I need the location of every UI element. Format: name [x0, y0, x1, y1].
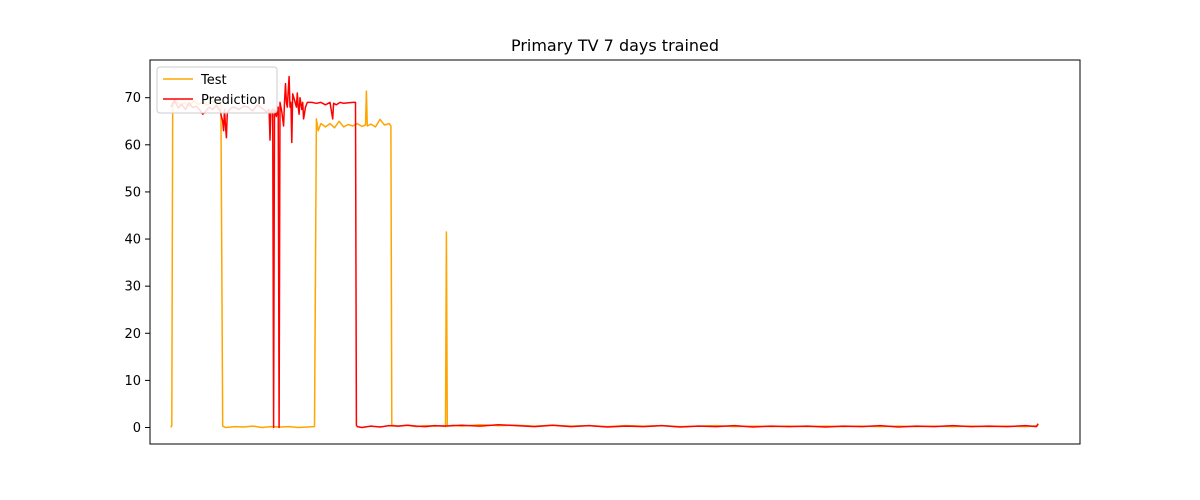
y-tick-label: 20 [124, 327, 141, 342]
plot-area-frame [149, 59, 1081, 445]
y-tick-label: 60 [124, 138, 141, 153]
legend-label-test: Test [200, 73, 227, 88]
legend: Test Prediction [156, 66, 278, 114]
series-line-test [170, 90, 1039, 429]
y-tick-label: 10 [124, 374, 141, 389]
y-tick-label: 0 [133, 421, 141, 436]
chart-title: Primary TV 7 days trained [511, 36, 719, 55]
y-tick-label: 70 [124, 91, 141, 106]
y-tick-label: 40 [124, 233, 141, 248]
legend-label-prediction: Prediction [201, 93, 266, 108]
series-layer [170, 75, 1039, 429]
y-tick-label: 50 [124, 185, 141, 200]
y-axis: 0 10 20 30 40 50 60 70 [124, 91, 150, 436]
series-line-prediction [170, 75, 1039, 429]
y-tick-label: 30 [124, 280, 141, 295]
